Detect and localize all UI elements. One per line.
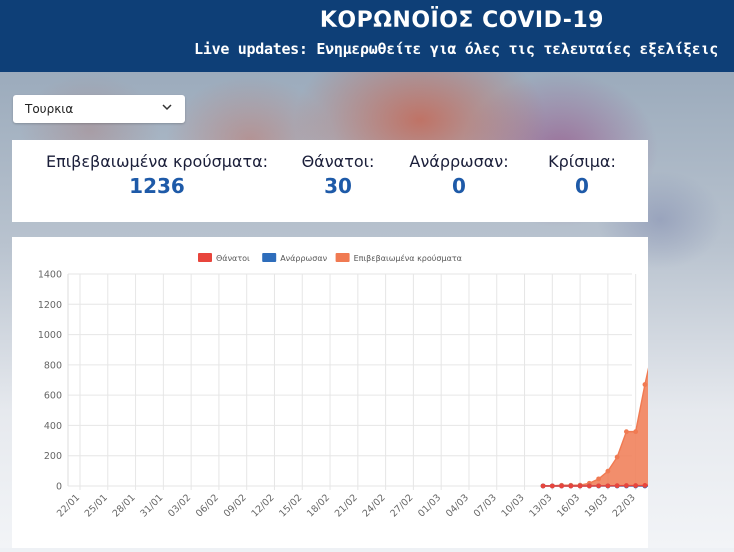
- legend-swatch: [198, 253, 212, 262]
- data-point: [577, 483, 583, 489]
- x-tick-label: 10/03: [500, 492, 527, 519]
- y-tick-label: 400: [44, 421, 62, 432]
- legend-swatch: [262, 253, 277, 262]
- x-tick-label: 25/01: [83, 492, 110, 519]
- x-tick-label: 12/02: [249, 492, 276, 519]
- data-point: [596, 476, 602, 482]
- x-tick-label: 09/02: [222, 492, 249, 519]
- data-point: [605, 468, 611, 474]
- x-tick-label: 07/03: [472, 492, 499, 519]
- data-point: [559, 483, 564, 489]
- stat-critical: Κρίσιμα: 0: [532, 152, 632, 198]
- header-bar: ΚΟΡΩΝΟΪΟΣ COVID-19 Live updates: Ενημερω…: [0, 0, 734, 72]
- data-point: [605, 483, 611, 489]
- country-select-value: Τουρκια: [25, 102, 74, 116]
- x-tick-label: 15/02: [277, 492, 304, 519]
- data-point: [540, 483, 546, 489]
- x-tick-label: 22/03: [611, 492, 638, 519]
- data-point: [633, 483, 639, 488]
- x-tick-label: 31/01: [138, 492, 165, 519]
- stat-recovered-value: 0: [452, 174, 466, 198]
- x-tick-label: 19/03: [583, 492, 610, 519]
- x-tick-label: 22/01: [55, 492, 82, 519]
- x-tick-label: 27/02: [388, 492, 415, 519]
- x-tick-label: 28/01: [111, 492, 138, 519]
- y-tick-label: 0: [56, 482, 62, 493]
- covid-chart: 0 200 400 600 800 1000 1200 1400 22/01 25/01 28/01…: [38, 253, 676, 519]
- stat-deaths: Θάνατοι: 30: [288, 152, 388, 198]
- page-title: ΚΟΡΩΝΟΪΟΣ COVID-19: [319, 8, 604, 33]
- x-tick-label: 03/02: [166, 492, 193, 519]
- stat-deaths-label: Θάνατοι:: [301, 152, 375, 171]
- x-tick-label: 01/03: [416, 492, 443, 519]
- x-tick-label: 18/02: [305, 492, 332, 519]
- data-point: [549, 483, 555, 489]
- data-point: [624, 483, 629, 488]
- y-tick-label: 600: [44, 391, 62, 402]
- legend-label: Ανάρρωσαν: [280, 254, 327, 263]
- x-tick-label: 04/03: [444, 492, 471, 519]
- data-point: [624, 429, 629, 435]
- y-tick-label: 1200: [38, 300, 62, 311]
- x-tick-label: 06/02: [194, 492, 221, 519]
- stat-deaths-value: 30: [324, 174, 352, 198]
- stat-critical-value: 0: [575, 174, 589, 198]
- y-tick-label: 1400: [38, 270, 62, 281]
- data-point: [642, 482, 648, 488]
- legend-label: Θάνατοι: [216, 254, 250, 263]
- y-tick-label: 200: [44, 451, 62, 462]
- data-point: [596, 483, 602, 489]
- stat-recovered: Ανάρρωσαν: 0: [404, 152, 514, 198]
- stats-panel: Επιβεβαιωμένα κρούσματα: 1236 Θάνατοι: 3…: [12, 140, 648, 222]
- x-tick-label: 24/02: [361, 492, 388, 519]
- country-select[interactable]: Τουρκια: [13, 95, 185, 123]
- stat-confirmed-label: Επιβεβαιωμένα κρούσματα:: [45, 152, 269, 171]
- legend-swatch: [335, 253, 350, 262]
- x-tick-label: 16/03: [555, 492, 582, 519]
- chart-panel: 0 200 400 600 800 1000 1200 1400 22/01 25/01 28/01…: [12, 237, 676, 548]
- chevron-down-icon: [162, 104, 172, 111]
- data-point: [614, 483, 620, 489]
- data-point: [642, 382, 648, 387]
- y-tick-label: 1000: [38, 330, 62, 341]
- stat-confirmed: Επιβεβαιωμένα κρούσματα: 1236: [42, 152, 272, 198]
- data-point: [586, 483, 592, 489]
- stat-critical-label: Κρίσιμα:: [548, 152, 616, 171]
- stat-recovered-label: Ανάρρωσαν:: [409, 152, 509, 171]
- legend-label: Επιβεβαιωμένα κρούσματα: [354, 253, 462, 263]
- page-subtitle: Live updates: Ενημερωθείτε για όλες τις …: [194, 40, 718, 58]
- x-tick-label: 21/02: [333, 492, 360, 519]
- x-tick-label: 13/03: [527, 492, 554, 519]
- data-point: [568, 483, 574, 489]
- y-tick-label: 800: [44, 360, 62, 371]
- stat-confirmed-value: 1236: [129, 174, 185, 198]
- confirmed-area: [543, 298, 673, 486]
- data-point: [614, 454, 620, 460]
- data-point: [633, 429, 639, 435]
